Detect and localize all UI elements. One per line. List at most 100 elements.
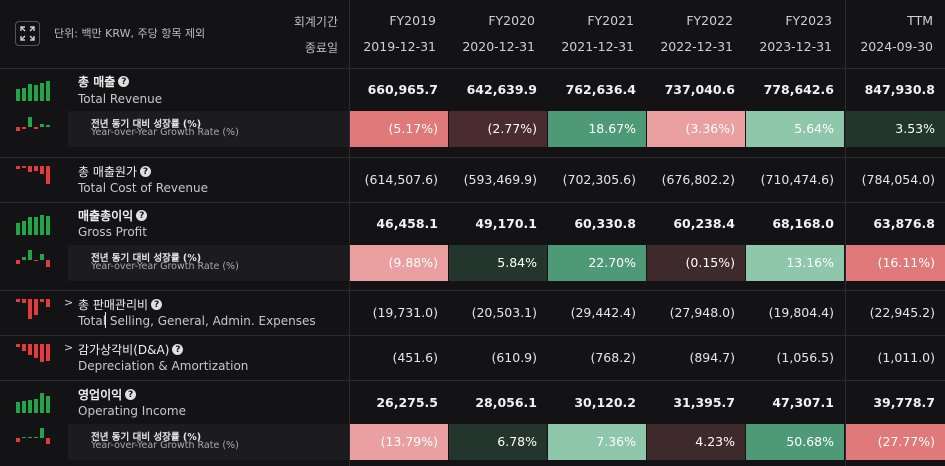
value-cell: 642,639.9: [466, 82, 537, 97]
growth-label-ko: 전년 동기 대비 성장률 (%): [91, 432, 202, 443]
help-circle-icon[interactable]: ?: [151, 299, 163, 310]
value-cell: 47,307.1: [772, 395, 834, 410]
help-circle-icon[interactable]: ?: [172, 344, 184, 355]
growth-label-ko: 전년 동기 대비 성장률 (%): [91, 253, 202, 264]
fy-label: TTM: [907, 13, 933, 28]
growth-cell: (13.79%): [350, 424, 448, 460]
column-divider: [845, 0, 846, 466]
row-subtitle: Total Selling, General, Admin. Expenses: [78, 314, 316, 328]
fy-label: FY2019: [389, 13, 436, 28]
fy-label: FY2020: [488, 13, 535, 28]
row-title: 총 매출원가?: [78, 163, 152, 180]
growth-label-en: Year-over-Year Growth Rate (%): [91, 127, 239, 138]
value-cell: (1,056.5): [776, 350, 834, 365]
growth-cell: 50.68%: [746, 424, 844, 460]
table-row-total-cost-of-revenue: 총 매출원가? Total Cost of Revenue (614,507.6…: [0, 158, 945, 203]
value-cell: (19,804.4): [768, 305, 834, 320]
value-cell: 68,168.0: [772, 216, 834, 231]
sparkline-operating-income-growth: [16, 428, 50, 444]
value-cell: 46,458.1: [376, 216, 438, 231]
value-cell: (22,945.2): [869, 305, 935, 320]
value-cell: (19,731.0): [372, 305, 438, 320]
sparkline-cost-of-revenue: [16, 166, 50, 184]
help-circle-icon[interactable]: ?: [118, 76, 130, 87]
value-cell: 30,120.2: [574, 395, 636, 410]
value-cell: 60,238.4: [673, 216, 735, 231]
growth-cell: (5.17%): [350, 111, 448, 147]
unit-label: 단위: 백만 KRW, 주당 항목 제외: [54, 27, 206, 40]
end-date-label: 종료일: [304, 41, 338, 55]
row-title: 총 매출?: [78, 73, 130, 90]
date-label: 2023-12-31: [759, 39, 832, 54]
value-cell: 660,965.7: [367, 82, 438, 97]
value-cell: (614,507.6): [364, 172, 438, 187]
value-cell: (29,442.4): [570, 305, 636, 320]
row-title: 영업이익?: [78, 386, 137, 403]
date-label: 2020-12-31: [462, 39, 535, 54]
value-cell: 60,330.8: [574, 216, 636, 231]
row-subtitle: Total Revenue: [78, 92, 163, 106]
growth-cell: 22.70%: [548, 245, 646, 281]
text-cursor: [105, 312, 106, 328]
fiscal-period-label: 회계기간: [293, 15, 338, 29]
growth-label-en: Year-over-Year Growth Rate (%): [91, 261, 239, 272]
growth-cell: 4.23%: [647, 424, 745, 460]
fy-label: FY2021: [587, 13, 634, 28]
sparkline-sga: [16, 299, 50, 319]
help-circle-icon[interactable]: ?: [140, 166, 152, 177]
value-cell: 847,930.8: [864, 82, 935, 97]
fy-label: FY2023: [785, 13, 832, 28]
chevron-right-icon[interactable]: >: [64, 296, 74, 309]
value-cell: (894.7): [689, 350, 735, 365]
date-label: 2024-09-30: [860, 39, 933, 54]
value-cell: (676,802.2): [661, 172, 735, 187]
table-row-operating-income: 영업이익? Operating Income 26,275.5 28,056.1…: [0, 381, 945, 466]
growth-cell: 13.16%: [746, 245, 844, 281]
value-cell: (1,011.0): [877, 350, 935, 365]
value-cell: 778,642.6: [763, 82, 834, 97]
growth-cell: 7.36%: [548, 424, 646, 460]
value-cell: 49,170.1: [475, 216, 537, 231]
growth-cell: (0.15%): [647, 245, 745, 281]
chevron-right-icon[interactable]: >: [64, 341, 74, 354]
table-row-depreciation-amortization[interactable]: > 감가상각비(D&A)? Depreciation & Amortizatio…: [0, 336, 945, 381]
growth-label-box: [68, 111, 349, 147]
value-cell: 31,395.7: [673, 395, 735, 410]
row-subtitle: Depreciation & Amortization: [78, 359, 249, 373]
value-cell: (27,948.0): [669, 305, 735, 320]
column-divider: [349, 0, 350, 466]
expand-button[interactable]: [15, 21, 40, 46]
growth-cell: 6.78%: [449, 424, 547, 460]
value-cell: 737,040.6: [664, 82, 735, 97]
help-circle-icon[interactable]: ?: [125, 389, 137, 400]
table-header: 단위: 백만 KRW, 주당 항목 제외 회계기간 종료일 FY2019 201…: [0, 0, 945, 69]
value-cell: (784,054.0): [861, 172, 935, 187]
date-label: 2021-12-31: [561, 39, 634, 54]
growth-label-box: [68, 245, 349, 281]
value-cell: (768.2): [590, 350, 636, 365]
row-subtitle: Operating Income: [78, 404, 186, 418]
growth-cell: 5.64%: [746, 111, 844, 147]
date-label: 2022-12-31: [660, 39, 733, 54]
growth-label-box: [68, 424, 349, 460]
table-row-total-sga[interactable]: > 총 판매관리비? Total Selling, General, Admin…: [0, 291, 945, 336]
value-cell: (20,503.1): [471, 305, 537, 320]
growth-cell: (16.11%): [846, 245, 945, 281]
date-label: 2019-12-31: [363, 39, 436, 54]
value-cell: 26,275.5: [376, 395, 438, 410]
value-cell: (593,469.9): [463, 172, 537, 187]
sparkline-da: [16, 344, 50, 362]
sparkline-operating-income: [16, 393, 50, 413]
table-row-total-revenue: 총 매출? Total Revenue 660,965.7 642,639.9 …: [0, 69, 945, 158]
expand-arrows-icon: [20, 26, 35, 41]
growth-cell: (27.77%): [846, 424, 945, 460]
help-circle-icon[interactable]: ?: [136, 210, 148, 221]
growth-cell: (3.36%): [647, 111, 745, 147]
row-title: 매출총이익?: [78, 207, 148, 224]
growth-cell: 5.84%: [449, 245, 547, 281]
fy-label: FY2022: [686, 13, 733, 28]
row-subtitle: Gross Profit: [78, 225, 147, 239]
sparkline-total-revenue: [16, 81, 50, 101]
value-cell: 762,636.4: [565, 82, 636, 97]
